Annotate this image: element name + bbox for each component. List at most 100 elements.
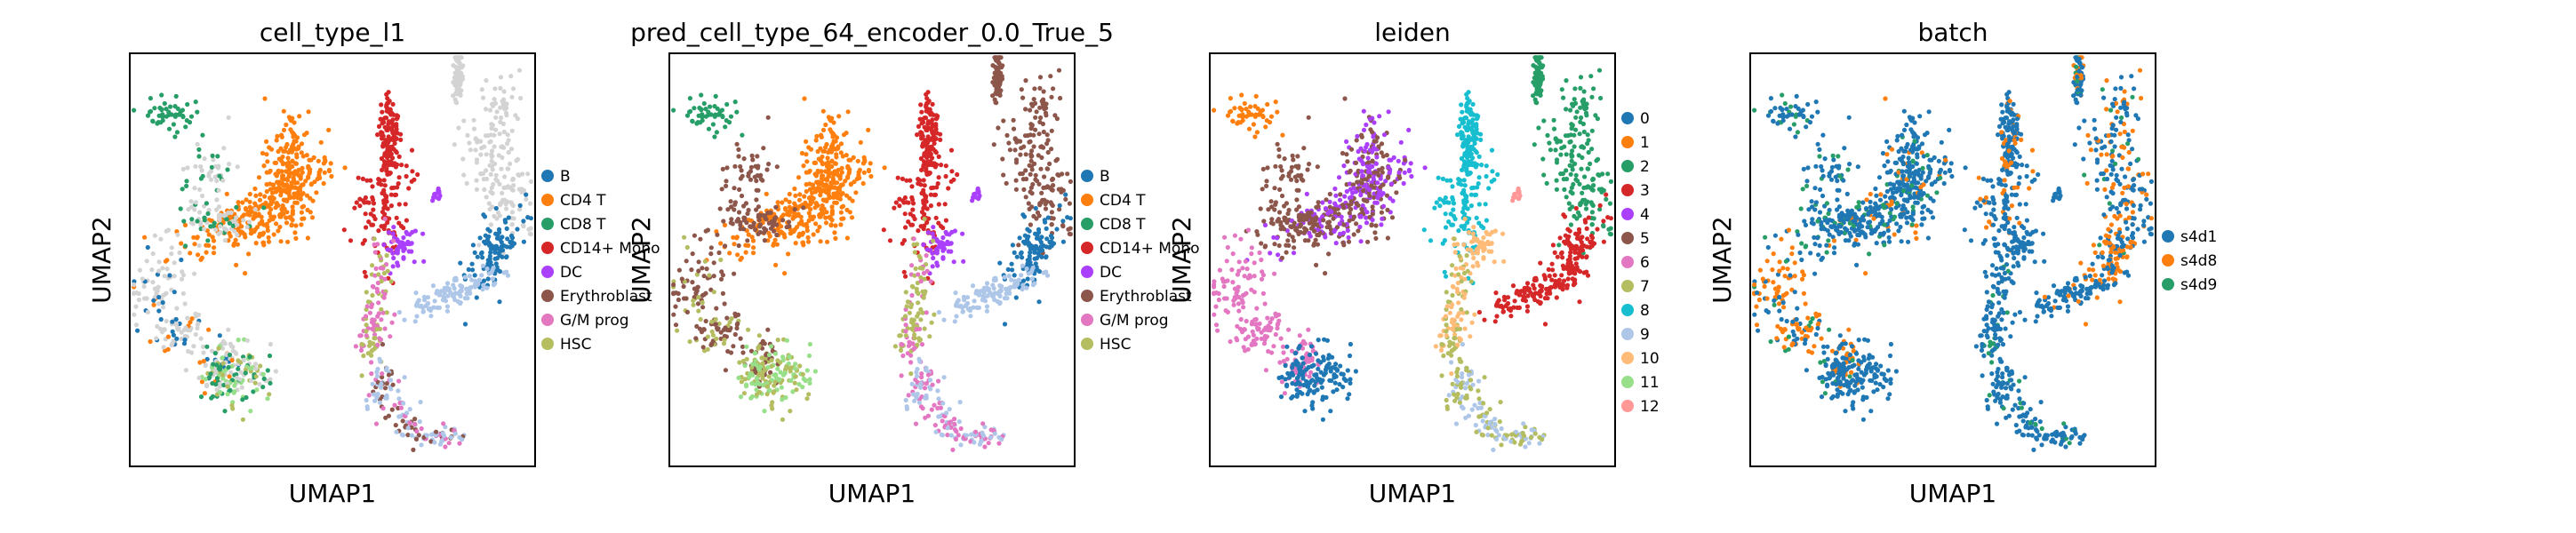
cell-point bbox=[1396, 158, 1401, 163]
cell-point bbox=[744, 344, 749, 349]
cell-point bbox=[262, 194, 268, 199]
cell-point bbox=[1038, 144, 1044, 149]
cell-point bbox=[384, 104, 389, 109]
cell-point bbox=[832, 230, 837, 235]
cell-point bbox=[382, 216, 388, 221]
cell-point bbox=[818, 239, 823, 244]
cell-point bbox=[717, 206, 723, 211]
cell-point bbox=[208, 371, 213, 377]
cell-point bbox=[316, 170, 322, 175]
cell-point bbox=[690, 118, 695, 123]
cell-point bbox=[689, 267, 694, 273]
cell-point bbox=[691, 298, 696, 303]
cell-point bbox=[389, 320, 395, 325]
legend-marker bbox=[1081, 194, 1093, 206]
cell-point bbox=[506, 149, 511, 155]
cell-point bbox=[365, 299, 371, 305]
cell-point bbox=[488, 222, 494, 227]
cell-point bbox=[517, 207, 523, 212]
cell-point bbox=[1301, 146, 1307, 151]
cell-point bbox=[830, 145, 836, 150]
cell-point bbox=[364, 304, 370, 309]
cell-point bbox=[775, 200, 780, 205]
cell-point bbox=[374, 395, 380, 401]
cell-point bbox=[687, 96, 693, 101]
cell-point bbox=[1340, 371, 1346, 377]
cell-point bbox=[1246, 126, 1252, 131]
cell-point bbox=[196, 243, 202, 249]
cell-point bbox=[436, 187, 441, 193]
cell-point bbox=[1252, 260, 1257, 266]
cell-point bbox=[811, 232, 816, 237]
cell-point bbox=[204, 201, 209, 206]
cell-point bbox=[1302, 409, 1308, 414]
cell-point bbox=[1381, 132, 1388, 138]
cell-point bbox=[290, 218, 295, 223]
cell-point bbox=[240, 417, 245, 422]
cell-point bbox=[247, 191, 252, 197]
cell-point bbox=[713, 316, 718, 322]
cell-point bbox=[1298, 224, 1303, 229]
cell-point bbox=[456, 60, 462, 66]
cell-point bbox=[1245, 227, 1251, 233]
cell-point bbox=[513, 113, 518, 118]
cell-point bbox=[841, 132, 847, 138]
cell-point bbox=[787, 191, 792, 197]
cell-point bbox=[183, 243, 188, 249]
cell-point bbox=[1289, 164, 1294, 170]
cell-point bbox=[1284, 344, 1290, 349]
cell-point bbox=[1386, 109, 1391, 115]
cell-point bbox=[1032, 86, 1037, 91]
cell-point bbox=[1004, 296, 1010, 301]
cell-point bbox=[765, 327, 771, 332]
cell-point bbox=[714, 130, 720, 135]
cell-point bbox=[196, 252, 201, 258]
cell-point bbox=[840, 203, 846, 209]
cell-point bbox=[1290, 394, 1296, 399]
cell-point bbox=[1291, 223, 1296, 228]
cell-point bbox=[279, 169, 284, 174]
cell-point bbox=[260, 150, 266, 156]
cell-point bbox=[492, 144, 497, 149]
cell-point bbox=[1486, 186, 1492, 191]
cell-point bbox=[300, 154, 306, 159]
cell-point bbox=[1288, 371, 1293, 377]
cell-point bbox=[264, 188, 269, 195]
cell-point bbox=[925, 122, 931, 127]
cell-point bbox=[502, 107, 508, 112]
cell-point bbox=[193, 163, 198, 169]
cell-point bbox=[279, 132, 284, 138]
cell-point bbox=[740, 358, 746, 364]
cell-point bbox=[1232, 233, 1237, 238]
cell-point bbox=[837, 185, 843, 190]
cell-point bbox=[1324, 338, 1330, 343]
cell-point bbox=[1300, 372, 1306, 378]
cell-point bbox=[1387, 157, 1392, 163]
cell-point bbox=[482, 239, 487, 244]
cell-point bbox=[909, 195, 915, 200]
cell-point bbox=[387, 153, 392, 159]
cell-point bbox=[268, 341, 273, 347]
cell-point bbox=[1353, 189, 1359, 195]
cell-point bbox=[232, 383, 237, 388]
cell-point bbox=[915, 290, 920, 295]
cell-point bbox=[696, 259, 701, 265]
cell-point bbox=[304, 193, 310, 198]
cell-point bbox=[788, 409, 793, 414]
cell-point bbox=[281, 188, 286, 194]
cell-point bbox=[381, 295, 387, 300]
cell-point bbox=[1276, 210, 1283, 215]
cell-point bbox=[800, 371, 805, 377]
cell-point bbox=[857, 175, 862, 180]
cell-point bbox=[734, 235, 740, 241]
cell-point bbox=[1057, 203, 1062, 208]
cell-point bbox=[428, 306, 433, 311]
cell-point bbox=[227, 162, 232, 167]
cell-point bbox=[378, 116, 383, 122]
cell-point bbox=[213, 163, 219, 169]
cell-point bbox=[845, 109, 851, 115]
cell-point bbox=[458, 260, 463, 266]
cell-point bbox=[1294, 197, 1300, 203]
cell-point bbox=[230, 223, 236, 228]
cell-point bbox=[1291, 157, 1296, 163]
